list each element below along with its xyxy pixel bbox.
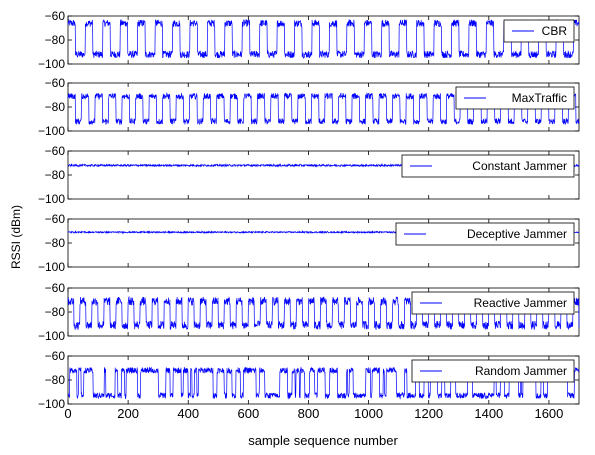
legend-box (411, 291, 575, 315)
x-tick-label: 1000 (354, 406, 383, 421)
legend-label: Constant Jammer (472, 159, 567, 173)
legend-label: MaxTraffic (512, 91, 567, 105)
legend-label: Deceptive Jammer (467, 227, 567, 241)
y-tick-label: −100 (38, 397, 65, 411)
series-line (67, 18, 580, 59)
series-line (67, 366, 580, 400)
x-tick-label: 400 (177, 406, 199, 421)
x-tick-label: 1400 (474, 406, 503, 421)
panel-0: −60 −80 −100 CBR (38, 9, 580, 71)
panel-1: −60 −80 −100 MaxTraffic (38, 76, 580, 138)
y-tick-label: −100 (38, 57, 65, 71)
legend-box (503, 19, 575, 43)
y-tick-label: −80 (45, 100, 66, 114)
y-tick-label: −60 (45, 9, 66, 23)
panel-4: −60 −80 −100 Reactive Jammer (38, 281, 580, 343)
legend-box (455, 86, 575, 110)
y-tick-label: −100 (38, 192, 65, 206)
y-tick-label: −60 (45, 281, 66, 295)
panel-5: −60 −80 −100 Random Jammer 0 200 400 600 800 1000… (38, 349, 580, 421)
panel-3: −60 −80 −100 Deceptive Jammer (38, 212, 580, 274)
y-tick-label: −80 (45, 236, 66, 250)
x-tick-label: 200 (117, 406, 139, 421)
y-tick-label: −100 (38, 124, 65, 138)
legend-label: Reactive Jammer (474, 296, 567, 310)
x-tick-label: 600 (238, 406, 260, 421)
y-tick-label: −80 (45, 373, 66, 387)
panel-frame (67, 15, 580, 65)
y-axis-label: RSSI (dBm) (9, 205, 23, 269)
legend-box (395, 222, 575, 246)
y-tick-label: −80 (45, 33, 66, 47)
y-tick-label: −60 (45, 76, 66, 90)
x-tick-label: 800 (298, 406, 320, 421)
legend-label: CBR (542, 24, 568, 38)
legend-box (401, 154, 575, 178)
y-tick-label: −60 (45, 349, 66, 363)
y-tick-label: −100 (38, 260, 65, 274)
panel-2: −60 −80 −100 Constant Jammer (38, 144, 580, 206)
y-tick-label: −80 (45, 305, 66, 319)
x-axis-label: sample sequence number (248, 433, 398, 448)
y-tick-label: −60 (45, 212, 66, 226)
x-tick-label: 1600 (534, 406, 563, 421)
legend-label: Random Jammer (475, 364, 567, 378)
x-tick-label: 0 (64, 406, 71, 421)
legend-box (411, 359, 575, 383)
x-tick-label: 1200 (414, 406, 443, 421)
y-tick-label: −80 (45, 168, 66, 182)
y-tick-label: −100 (38, 329, 65, 343)
y-tick-label: −60 (45, 144, 66, 158)
